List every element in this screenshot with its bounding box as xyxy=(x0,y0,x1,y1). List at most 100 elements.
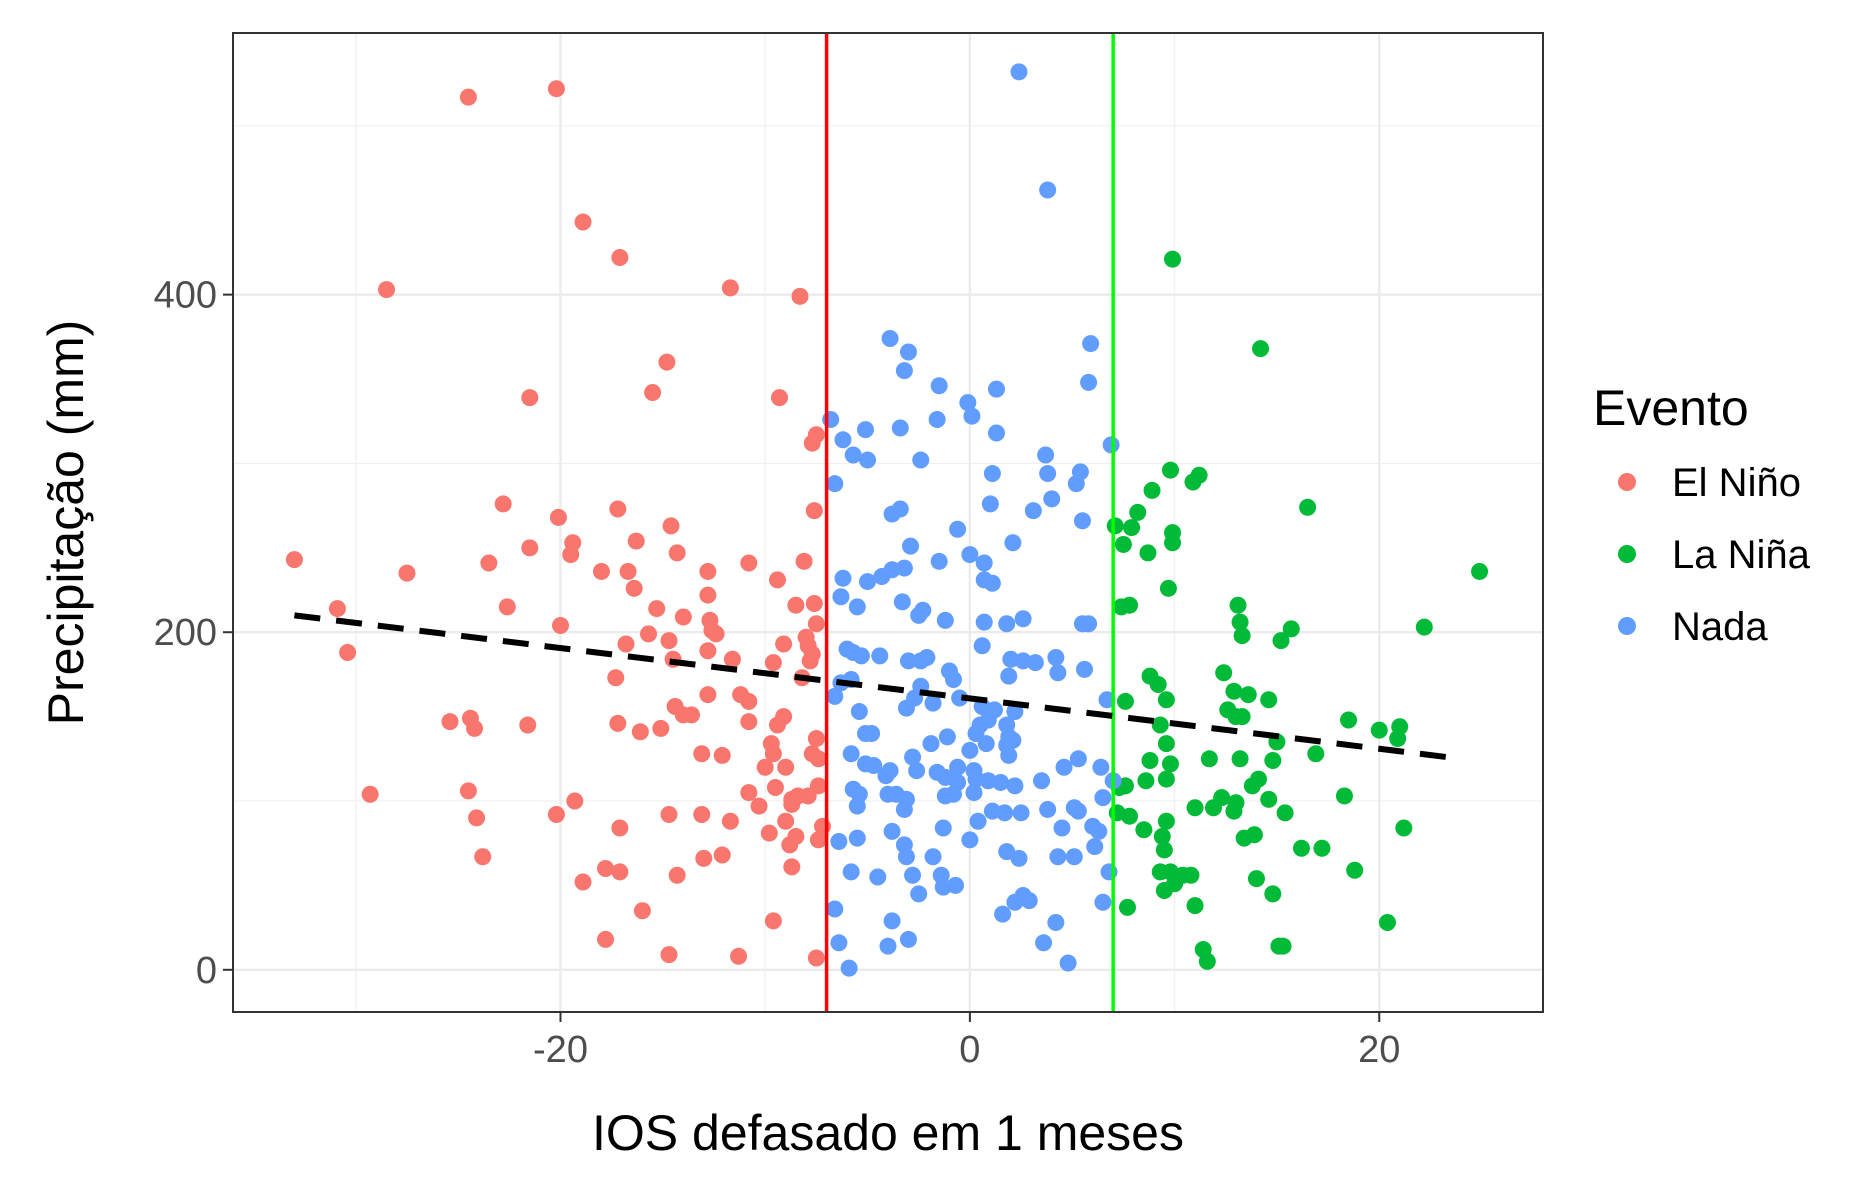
point-nada xyxy=(965,784,983,802)
point-la-ni-a xyxy=(1143,481,1161,499)
point-nada xyxy=(936,611,954,629)
trend-line xyxy=(294,612,1462,762)
point-la-ni-a xyxy=(1313,839,1331,857)
point-el-ni-o xyxy=(740,784,758,802)
point-el-ni-o xyxy=(480,554,498,572)
point-nada xyxy=(1055,758,1073,776)
point-la-ni-a xyxy=(1335,787,1353,805)
point-el-ni-o xyxy=(597,930,615,948)
data-points xyxy=(285,63,1489,977)
point-el-ni-o xyxy=(549,508,567,526)
point-el-ni-o xyxy=(658,353,676,371)
point-nada xyxy=(961,546,979,564)
point-el-ni-o xyxy=(398,564,416,582)
point-nada xyxy=(977,735,995,753)
point-nada xyxy=(908,762,926,780)
point-nada xyxy=(983,574,1001,592)
point-el-ni-o xyxy=(801,652,819,670)
point-el-ni-o xyxy=(764,912,782,930)
point-nada xyxy=(928,411,946,429)
point-nada xyxy=(1047,914,1065,932)
point-nada xyxy=(1086,838,1104,856)
point-el-ni-o xyxy=(547,80,565,98)
point-el-ni-o xyxy=(552,616,569,634)
point-nada xyxy=(1039,800,1057,818)
point-el-ni-o xyxy=(328,600,346,618)
point-nada xyxy=(949,758,967,776)
point-la-ni-a xyxy=(1299,498,1317,516)
point-el-ni-o xyxy=(775,635,793,653)
point-la-ni-a xyxy=(1282,620,1300,638)
point-la-ni-a xyxy=(1395,819,1413,837)
legend: Evento El Niño La Niña Nada xyxy=(1593,380,1811,649)
point-la-ni-a xyxy=(1157,735,1175,753)
point-nada xyxy=(899,343,917,361)
point-nada xyxy=(899,930,917,948)
point-el-ni-o xyxy=(468,809,486,827)
point-nada xyxy=(838,640,856,658)
point-nada xyxy=(852,647,870,665)
point-el-ni-o xyxy=(693,806,711,824)
point-la-ni-a xyxy=(1182,866,1200,884)
point-nada xyxy=(844,446,862,464)
point-nada xyxy=(848,598,866,616)
point-la-ni-a xyxy=(1121,807,1139,825)
plot-panel xyxy=(232,32,1544,1013)
point-la-ni-a xyxy=(1346,861,1364,879)
point-nada xyxy=(930,552,948,570)
point-el-ni-o xyxy=(619,562,637,580)
point-la-ni-a xyxy=(1370,721,1388,739)
point-nada xyxy=(1094,893,1112,911)
point-la-ni-a xyxy=(1225,802,1243,820)
point-nada xyxy=(1069,802,1087,820)
point-el-ni-o xyxy=(683,706,700,724)
point-el-ni-o xyxy=(777,758,795,776)
point-el-ni-o xyxy=(494,495,512,513)
point-el-ni-o xyxy=(809,750,827,768)
point-nada xyxy=(840,959,858,977)
point-nada xyxy=(969,812,987,830)
point-el-ni-o xyxy=(660,946,678,964)
point-la-ni-a xyxy=(1155,841,1173,859)
legend-title: Evento xyxy=(1593,380,1749,436)
point-nada xyxy=(842,863,860,881)
point-el-ni-o xyxy=(760,824,778,842)
panel-border xyxy=(232,32,1544,1013)
point-el-ni-o xyxy=(723,650,741,668)
point-el-ni-o xyxy=(611,863,629,881)
point-nada xyxy=(1014,610,1032,628)
point-nada xyxy=(865,757,883,775)
point-la-ni-a xyxy=(1141,751,1159,769)
point-la-ni-a xyxy=(1471,562,1489,580)
x-tick-label: -20 xyxy=(533,1029,588,1071)
point-la-ni-a xyxy=(1231,750,1249,768)
point-el-ni-o xyxy=(519,716,537,734)
point-el-ni-o xyxy=(803,434,821,452)
point-nada xyxy=(910,606,928,624)
point-el-ni-o xyxy=(459,88,477,106)
y-axis-title: Precipitação (mm) xyxy=(38,320,94,726)
point-nada xyxy=(1090,822,1108,840)
point-el-ni-o xyxy=(574,873,592,891)
point-nada xyxy=(848,797,866,815)
point-la-ni-a xyxy=(1121,596,1139,614)
point-nada xyxy=(895,800,913,818)
point-el-ni-o xyxy=(713,846,731,864)
point-la-ni-a xyxy=(1292,839,1310,857)
point-el-ni-o xyxy=(609,500,627,518)
point-el-ni-o xyxy=(660,632,678,650)
point-la-ni-a xyxy=(1264,751,1282,769)
point-el-ni-o xyxy=(699,562,717,580)
point-el-ni-o xyxy=(466,719,484,737)
point-el-ni-o xyxy=(787,827,805,845)
point-el-ni-o xyxy=(721,812,739,830)
point-la-ni-a xyxy=(1233,627,1251,645)
point-el-ni-o xyxy=(768,571,786,589)
point-el-ni-o xyxy=(566,792,584,810)
point-nada xyxy=(981,495,999,513)
point-nada xyxy=(822,411,840,429)
point-nada xyxy=(904,866,922,884)
point-nada xyxy=(1000,746,1018,764)
point-nada xyxy=(881,330,899,348)
point-nada xyxy=(963,407,981,425)
